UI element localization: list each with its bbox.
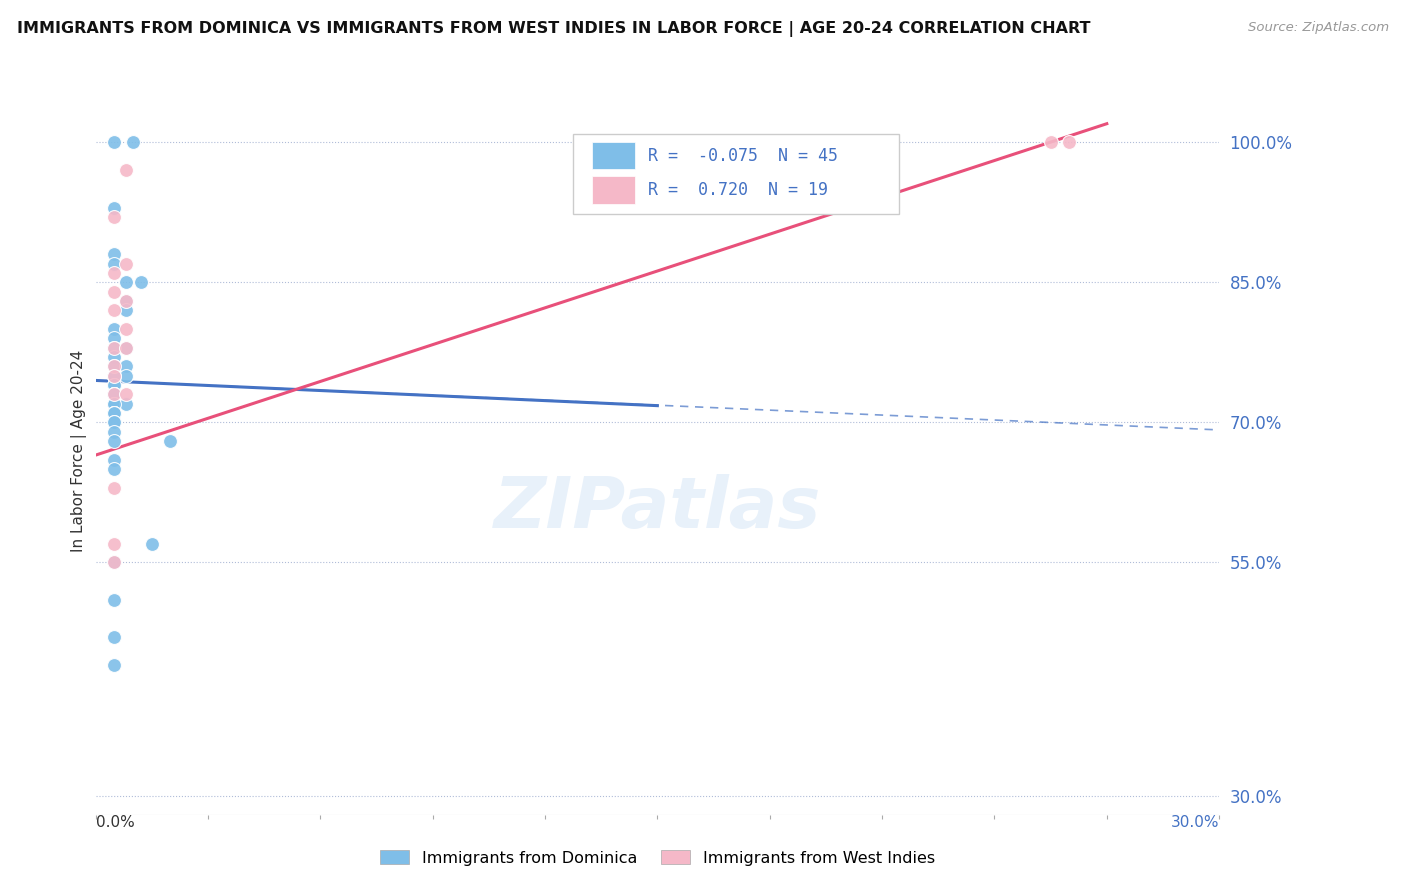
Point — [129, 276, 152, 290]
Text: R =  -0.075  N = 45: R = -0.075 N = 45 — [648, 146, 838, 164]
Point — [114, 368, 136, 383]
Point — [103, 406, 125, 420]
Point — [141, 537, 163, 551]
Point — [1039, 136, 1062, 150]
Point — [114, 387, 136, 401]
Point — [103, 416, 125, 430]
Point — [103, 406, 125, 420]
FancyBboxPatch shape — [574, 134, 898, 214]
Legend: Immigrants from Dominica, Immigrants from West Indies: Immigrants from Dominica, Immigrants fro… — [374, 844, 941, 872]
Point — [103, 331, 125, 345]
Point — [103, 556, 125, 570]
Point — [114, 163, 136, 178]
Point — [103, 387, 125, 401]
Y-axis label: In Labor Force | Age 20-24: In Labor Force | Age 20-24 — [72, 350, 87, 551]
Point — [114, 294, 136, 309]
Point — [103, 350, 125, 364]
Point — [103, 303, 125, 318]
Point — [103, 452, 125, 467]
Point — [103, 397, 125, 411]
Point — [103, 416, 125, 430]
Point — [122, 136, 145, 150]
Point — [103, 322, 125, 336]
Point — [103, 341, 125, 355]
Point — [114, 359, 136, 374]
Text: R =  0.720  N = 19: R = 0.720 N = 19 — [648, 181, 828, 199]
Point — [103, 266, 125, 280]
Point — [103, 378, 125, 392]
Point — [159, 434, 181, 449]
Point — [103, 285, 125, 299]
Point — [103, 387, 125, 401]
Point — [114, 397, 136, 411]
Point — [103, 658, 125, 673]
Point — [103, 247, 125, 261]
Point — [114, 303, 136, 318]
Point — [103, 257, 125, 271]
Point — [103, 397, 125, 411]
Point — [114, 257, 136, 271]
Point — [114, 341, 136, 355]
Point — [103, 406, 125, 420]
Point — [103, 387, 125, 401]
Text: ZIPatlas: ZIPatlas — [494, 475, 821, 543]
Point — [1059, 136, 1081, 150]
Point — [103, 537, 125, 551]
Text: 0.0%: 0.0% — [96, 814, 135, 830]
Point — [103, 368, 125, 383]
Point — [103, 406, 125, 420]
Text: Source: ZipAtlas.com: Source: ZipAtlas.com — [1249, 21, 1389, 35]
Point — [103, 556, 125, 570]
Point — [103, 378, 125, 392]
Point — [103, 359, 125, 374]
Point — [103, 481, 125, 495]
Point — [103, 434, 125, 449]
Point — [103, 592, 125, 607]
Point — [103, 397, 125, 411]
Point — [114, 322, 136, 336]
Text: IMMIGRANTS FROM DOMINICA VS IMMIGRANTS FROM WEST INDIES IN LABOR FORCE | AGE 20-: IMMIGRANTS FROM DOMINICA VS IMMIGRANTS F… — [17, 21, 1091, 37]
Point — [103, 387, 125, 401]
Point — [103, 387, 125, 401]
Point — [103, 630, 125, 644]
Bar — [592, 176, 636, 203]
Text: 30.0%: 30.0% — [1171, 814, 1219, 830]
Point — [114, 341, 136, 355]
Point — [114, 294, 136, 309]
Point — [103, 210, 125, 224]
Point — [103, 368, 125, 383]
Bar — [592, 142, 636, 169]
Point — [103, 341, 125, 355]
Point — [103, 368, 125, 383]
Point — [114, 276, 136, 290]
Point — [103, 201, 125, 215]
Point — [103, 359, 125, 374]
Point — [103, 136, 125, 150]
Point — [103, 462, 125, 476]
Point — [103, 425, 125, 439]
